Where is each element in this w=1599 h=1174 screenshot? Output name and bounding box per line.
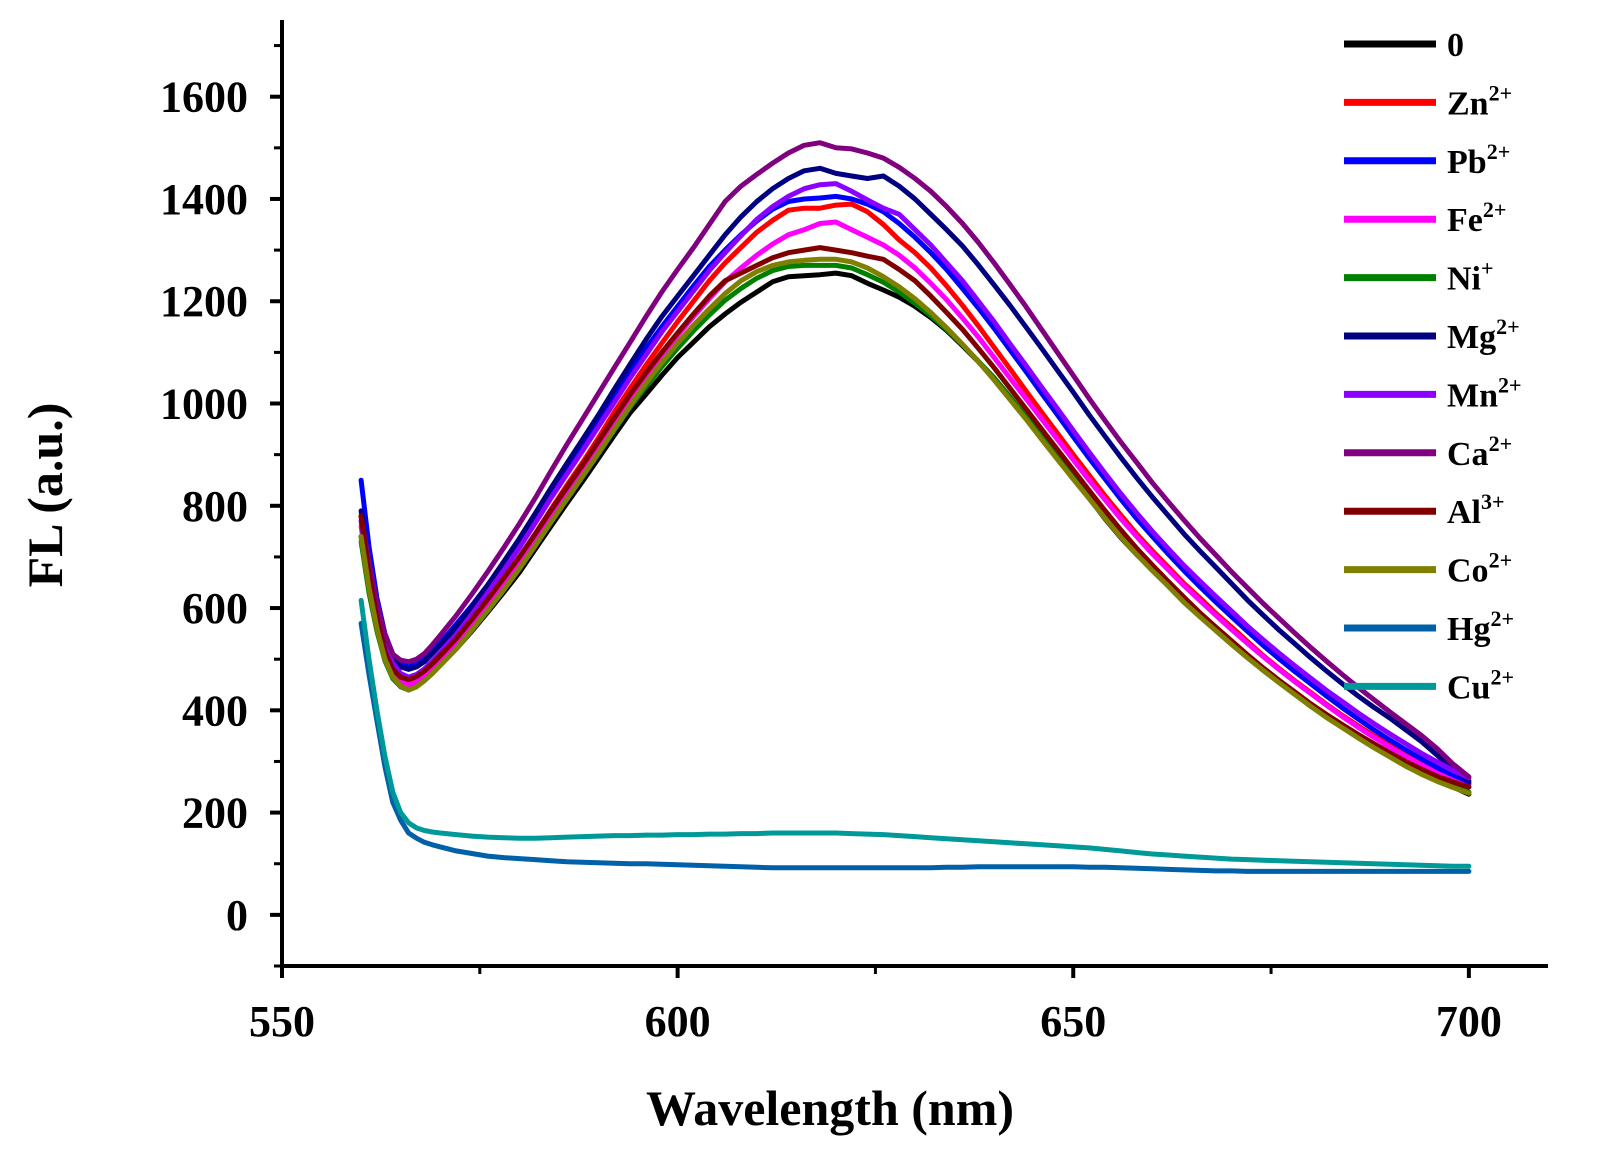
y-ticks: 0 200 400 600 800 1000 1200 1400 1600 xyxy=(160,44,282,968)
legend-label-0: 0 xyxy=(1447,27,1464,64)
legend-label-hg2plus: Hg2+ xyxy=(1447,606,1514,648)
x-ticks: 550 600 650 700 xyxy=(249,966,1502,1046)
y-tick-label: 0 xyxy=(226,891,248,940)
legend-label-al3plus: Al3+ xyxy=(1447,489,1505,531)
series-line-fe2plus xyxy=(358,219,1472,790)
series-line-mn2plus xyxy=(358,181,1472,781)
series-line-al3plus xyxy=(358,245,1472,790)
y-tick-label: 1400 xyxy=(160,175,248,224)
axes xyxy=(280,20,1548,968)
y-tick-label: 400 xyxy=(182,686,248,735)
y-axis-title: FL (a.u.) xyxy=(17,403,73,588)
legend-label-fe2plus: Fe2+ xyxy=(1447,197,1506,239)
x-tick-label: 700 xyxy=(1436,997,1502,1046)
legend-label-co2plus: Co2+ xyxy=(1447,548,1512,590)
y-tick-label: 1600 xyxy=(160,73,248,122)
legend-label-zn2plus: Zn2+ xyxy=(1447,80,1512,122)
x-axis-title: Wavelength (nm) xyxy=(646,1080,1014,1136)
legend-label-niplus: Ni+ xyxy=(1447,256,1494,298)
plot-lines xyxy=(358,140,1472,874)
series-line-hg2plus xyxy=(358,620,1472,874)
x-tick-label: 550 xyxy=(249,997,315,1046)
series-line-ca2plus xyxy=(358,140,1472,780)
series-line-cu2plus xyxy=(358,597,1472,869)
legend-label-pb2plus: Pb2+ xyxy=(1447,139,1510,181)
y-tick-label: 1200 xyxy=(160,277,248,326)
series-line-co2plus xyxy=(358,256,1472,796)
legend-label-cu2plus: Cu2+ xyxy=(1447,664,1514,706)
y-tick-label: 200 xyxy=(182,789,248,838)
y-tick-label: 600 xyxy=(182,584,248,633)
x-tick-label: 600 xyxy=(645,997,711,1046)
y-tick-label: 800 xyxy=(182,482,248,531)
legend-label-mn2plus: Mn2+ xyxy=(1447,372,1522,414)
legend-label-ca2plus: Ca2+ xyxy=(1447,431,1512,473)
y-tick-label: 1000 xyxy=(160,380,248,429)
series-line-mg2plus xyxy=(358,165,1472,784)
legend-label-mg2plus: Mg2+ xyxy=(1447,314,1520,356)
x-tick-label: 650 xyxy=(1040,997,1106,1046)
legend: 0 Zn2+ Pb2+ Fe2+ Ni+ Mg2+ Mn2+ Ca2+ Al3+ Co2+ Hg2+… xyxy=(1344,27,1522,706)
